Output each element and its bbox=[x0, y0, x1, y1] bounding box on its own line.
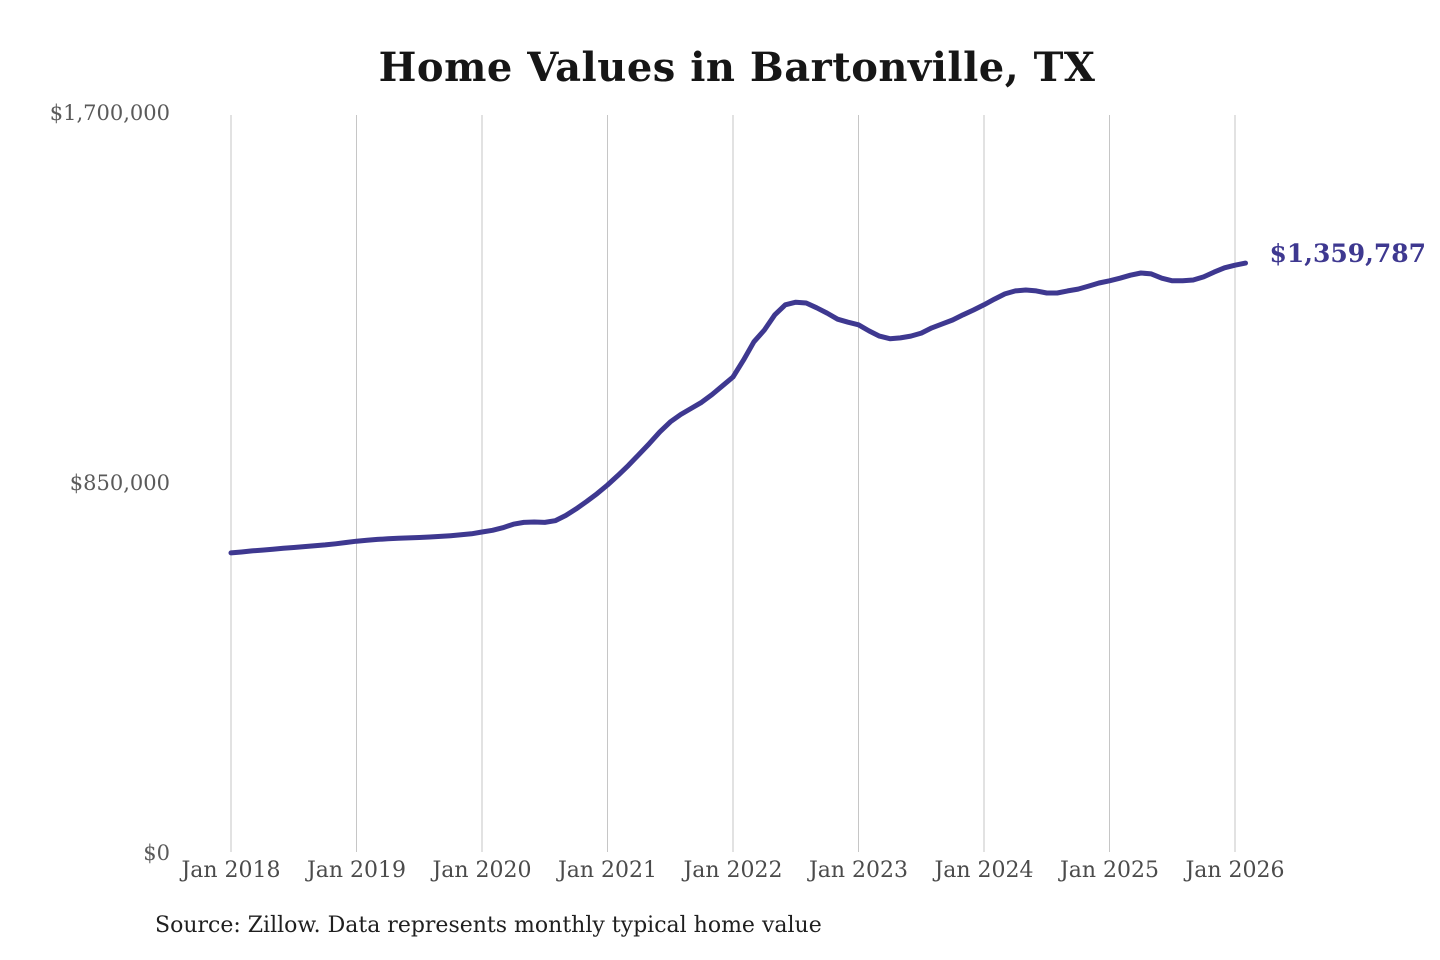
gridline-group bbox=[230, 115, 1236, 852]
y-axis-tick-label: $0 bbox=[143, 841, 170, 865]
y-axis-tick-label: $1,700,000 bbox=[49, 101, 170, 125]
x-axis-tick-label: Jan 2021 bbox=[557, 858, 658, 883]
home-value-line bbox=[228, 260, 1248, 556]
x-axis-tick-label: Jan 2026 bbox=[1185, 858, 1285, 883]
x-axis-tick-label: Jan 2019 bbox=[306, 858, 407, 883]
x-axis-tick-label: Jan 2024 bbox=[934, 858, 1034, 883]
x-axis-tick-label: Jan 2023 bbox=[808, 858, 909, 883]
chart-title: Home Values in Bartonville, TX bbox=[378, 44, 1096, 91]
x-axis-tick-label: Jan 2018 bbox=[181, 858, 281, 883]
source-note: Source: Zillow. Data represents monthly … bbox=[155, 913, 822, 938]
x-axis-tick-label: Jan 2025 bbox=[1059, 858, 1160, 883]
y-axis-tick-label: $850,000 bbox=[69, 471, 170, 495]
end-value-label: $1,359,787 bbox=[1269, 239, 1427, 269]
x-axis-tick-label: Jan 2022 bbox=[683, 858, 783, 883]
x-axis-tick-label: Jan 2020 bbox=[432, 858, 532, 883]
